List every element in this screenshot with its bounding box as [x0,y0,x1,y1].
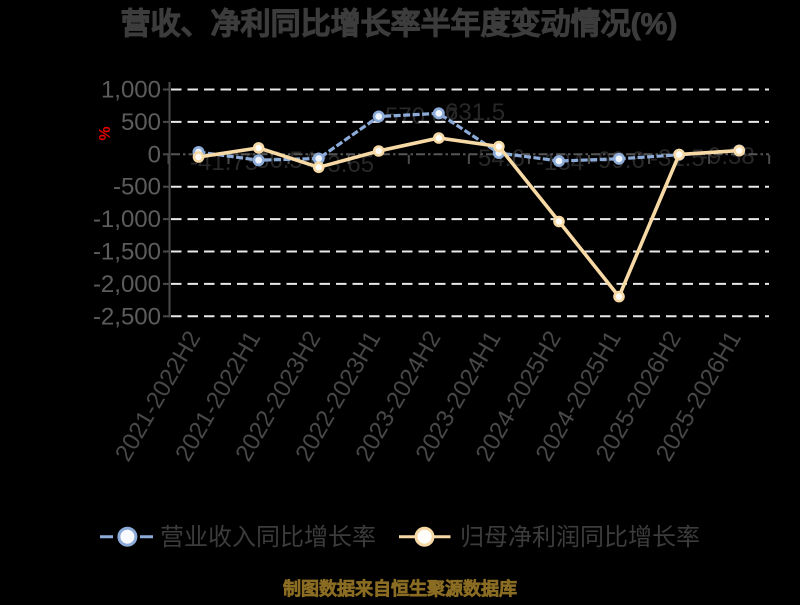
svg-text:营收、净利同比增长率半年度变动情况(%): 营收、净利同比增长率半年度变动情况(%) [121,7,678,41]
svg-text:-1,000: -1,000 [93,206,161,233]
svg-text:-500: -500 [113,174,161,201]
svg-text:-1,500: -1,500 [93,239,161,266]
svg-text:-2,000: -2,000 [93,271,161,298]
svg-text:0: 0 [148,141,161,168]
svg-text:1,000: 1,000 [101,77,161,104]
svg-text:归母净利润同比增长率: 归母净利润同比增长率 [460,524,700,551]
svg-text:制图数据来自恒生聚源数据库: 制图数据来自恒生聚源数据库 [283,578,517,599]
svg-text:-2,500: -2,500 [93,303,161,330]
svg-text:营业收入同比增长率: 营业收入同比增长率 [160,524,376,551]
svg-text:%: % [97,126,114,140]
svg-text:500: 500 [121,109,161,136]
